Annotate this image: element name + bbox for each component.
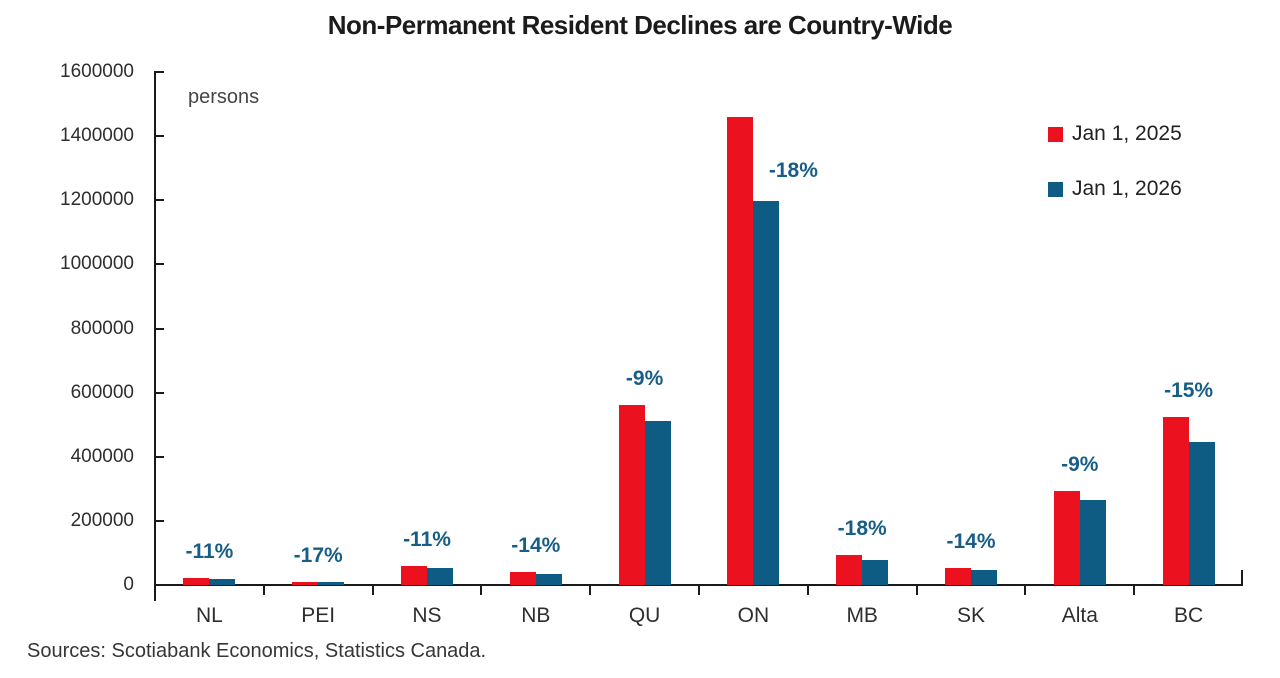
bar-ON-2026 bbox=[753, 201, 780, 585]
bar-BC-2026 bbox=[1188, 442, 1215, 585]
pct-change-label-QU: -9% bbox=[625, 366, 664, 390]
y-tick bbox=[156, 455, 164, 458]
bar-PEI-2025 bbox=[292, 581, 319, 585]
legend-item-2025: Jan 1, 2025 bbox=[1048, 122, 1182, 146]
bar-SK-2025 bbox=[945, 568, 971, 585]
y-axis-unit-label: persons bbox=[188, 86, 260, 108]
y-tick bbox=[156, 391, 164, 394]
x-tick bbox=[589, 586, 592, 595]
x-tick bbox=[480, 586, 483, 595]
y-tick bbox=[156, 71, 164, 73]
x-tick bbox=[806, 586, 809, 595]
bar-Alta-2025 bbox=[1053, 491, 1080, 585]
bar-MB-2025 bbox=[836, 554, 863, 585]
y-tick-label: 400000 bbox=[70, 445, 134, 467]
legend-swatch-red bbox=[1048, 126, 1063, 142]
y-tick bbox=[156, 263, 164, 266]
x-axis-end-tick bbox=[1241, 570, 1243, 585]
y-tick bbox=[156, 135, 164, 138]
y-tick bbox=[156, 199, 164, 202]
x-category-label-PEI: PEI bbox=[301, 604, 336, 627]
bar-NL-2026 bbox=[209, 578, 236, 585]
x-category-label-Alta: Alta bbox=[1061, 604, 1098, 627]
y-tick-label: 1400000 bbox=[60, 125, 134, 147]
bar-BC-2025 bbox=[1162, 416, 1189, 585]
x-tick bbox=[1024, 586, 1027, 595]
x-category-label-NS: NS bbox=[412, 604, 442, 627]
pct-change-label-BC: -15% bbox=[1164, 378, 1214, 402]
pct-change-label-MB: -18% bbox=[837, 516, 887, 540]
pct-change-label-NB: -14% bbox=[511, 534, 561, 558]
x-category-label-NL: NL bbox=[195, 604, 223, 627]
x-category-label-QU: QU bbox=[628, 604, 661, 627]
x-tick bbox=[915, 586, 918, 595]
x-tick bbox=[262, 586, 265, 595]
pct-change-label-SK: -14% bbox=[946, 530, 996, 553]
legend-swatch-blue bbox=[1048, 181, 1063, 197]
pct-change-label-NL: -11% bbox=[185, 539, 234, 563]
bar-NB-2025 bbox=[509, 572, 536, 585]
x-category-label-NB: NB bbox=[521, 604, 551, 627]
y-tick bbox=[156, 519, 164, 522]
bar-Alta-2026 bbox=[1079, 499, 1106, 585]
y-tick-label: 1200000 bbox=[60, 189, 134, 211]
y-tick bbox=[156, 327, 164, 330]
source-note: Sources: Scotiabank Economics, Statistic… bbox=[27, 640, 487, 662]
legend: Jan 1, 2025 Jan 1, 2026 bbox=[1048, 122, 1182, 232]
bar-SK-2026 bbox=[971, 570, 997, 585]
bar-NS-2026 bbox=[427, 568, 453, 585]
x-axis-line bbox=[154, 584, 1243, 586]
bar-QU-2026 bbox=[644, 421, 671, 585]
x-tick bbox=[698, 586, 700, 595]
y-tick-label: 200000 bbox=[70, 509, 134, 531]
x-category-label-ON: ON bbox=[737, 604, 770, 627]
x-tick bbox=[1133, 586, 1136, 595]
legend-label-2025: Jan 1, 2025 bbox=[1072, 122, 1182, 145]
pct-change-label-NS: -11% bbox=[403, 528, 451, 552]
legend-item-2026: Jan 1, 2026 bbox=[1048, 177, 1182, 201]
bar-PEI-2026 bbox=[318, 582, 345, 585]
pct-change-label-ON: -18% bbox=[768, 159, 818, 183]
y-axis-line bbox=[154, 71, 156, 601]
y-tick-label: 1600000 bbox=[60, 61, 134, 82]
bar-NS-2025 bbox=[401, 566, 427, 585]
bar-NL-2025 bbox=[183, 577, 210, 585]
x-category-label-MB: MB bbox=[846, 604, 878, 627]
pct-change-label-PEI: -17% bbox=[293, 543, 343, 567]
x-category-label-BC: BC bbox=[1173, 604, 1204, 627]
bar-NB-2026 bbox=[535, 573, 562, 585]
x-tick bbox=[371, 586, 374, 595]
y-tick-label: 1000000 bbox=[60, 253, 134, 275]
bar-ON-2025 bbox=[727, 116, 754, 585]
y-tick-label: 0 bbox=[123, 574, 134, 595]
y-tick-label: 600000 bbox=[70, 381, 134, 403]
bar-QU-2025 bbox=[618, 404, 645, 585]
bar-MB-2026 bbox=[862, 559, 889, 585]
x-category-label-SK: SK bbox=[956, 604, 985, 627]
y-tick-label: 800000 bbox=[70, 317, 134, 339]
legend-label-2026: Jan 1, 2026 bbox=[1072, 177, 1182, 200]
pct-change-label-Alta: -9% bbox=[1061, 453, 1099, 477]
chart-title: Non-Permanent Resident Declines are Coun… bbox=[327, 10, 953, 40]
